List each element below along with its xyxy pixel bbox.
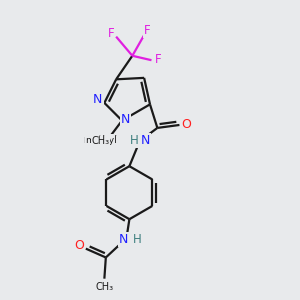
- Text: H: H: [133, 233, 142, 246]
- Text: N: N: [119, 233, 128, 246]
- Text: O: O: [74, 238, 84, 252]
- Text: methyl: methyl: [85, 136, 117, 145]
- Text: N: N: [121, 112, 130, 126]
- Text: CH₃: CH₃: [92, 136, 110, 146]
- Text: H: H: [129, 134, 138, 147]
- Text: N: N: [93, 93, 103, 106]
- Text: F: F: [107, 27, 114, 40]
- Text: F: F: [154, 53, 161, 66]
- Text: methyl: methyl: [83, 135, 117, 145]
- Text: N: N: [140, 134, 150, 147]
- Text: CH₃: CH₃: [95, 282, 113, 292]
- Text: O: O: [181, 118, 191, 130]
- Text: F: F: [144, 24, 150, 37]
